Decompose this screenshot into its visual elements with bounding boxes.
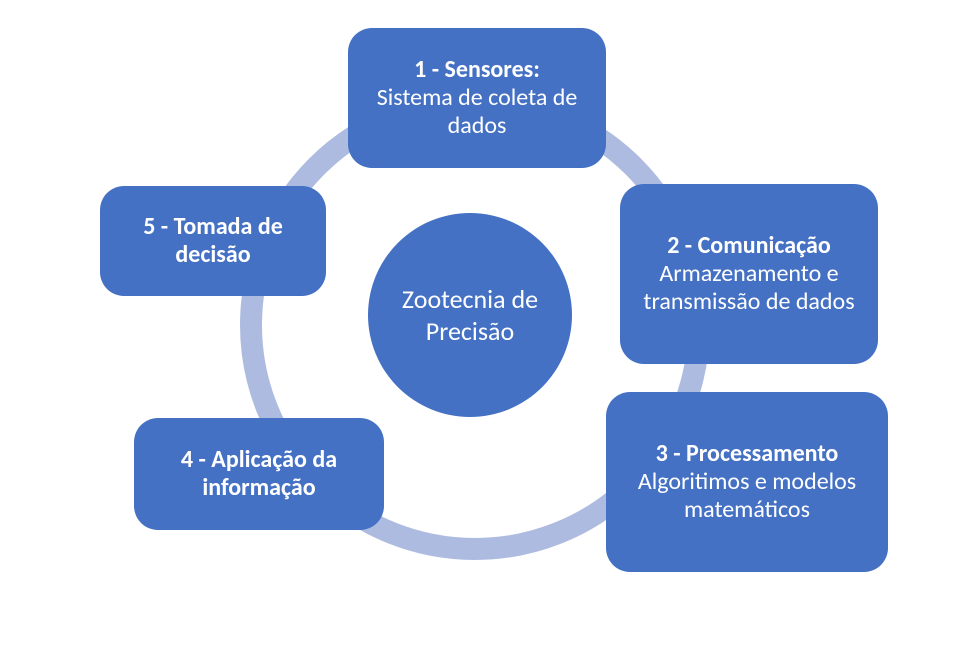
node-3-sub: Algoritimos e modelos matemáticos: [624, 468, 870, 525]
node-3: 3 - Processamento Algoritimos e modelos …: [606, 392, 888, 572]
node-5-title: 5 - Tomada de decisão: [118, 213, 308, 270]
node-4: 4 - Aplicação da informação: [134, 418, 384, 530]
node-1: 1 - Sensores: Sistema de coleta de dados: [348, 28, 606, 168]
node-2-title: 2 - Comunicação: [667, 232, 831, 260]
node-1-title: 1 - Sensores:: [414, 56, 540, 84]
node-1-sub: Sistema de coleta de dados: [366, 84, 588, 141]
node-4-title: 4 - Aplicação da informação: [152, 446, 366, 503]
center-label: Zootecnia de Precisão: [368, 283, 572, 348]
node-3-title: 3 - Processamento: [656, 440, 839, 468]
node-2: 2 - Comunicação Armazenamento e transmis…: [620, 184, 878, 364]
center-circle: Zootecnia de Precisão: [368, 213, 572, 417]
node-2-sub: Armazenamento e transmissão de dados: [638, 260, 860, 317]
node-5: 5 - Tomada de decisão: [100, 186, 326, 296]
